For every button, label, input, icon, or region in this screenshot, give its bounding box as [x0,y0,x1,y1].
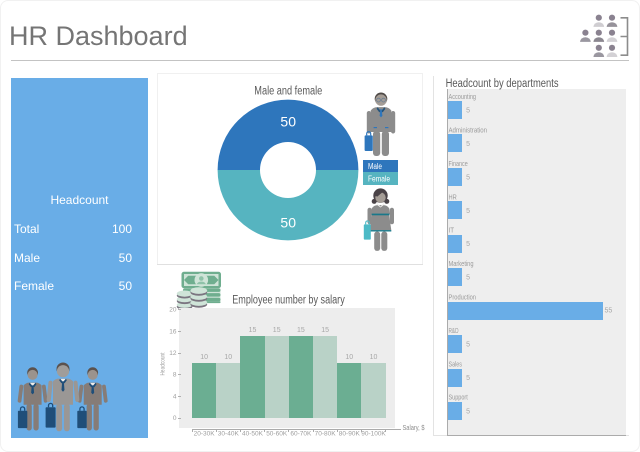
svg-text:5: 5 [466,141,470,148]
svg-text:15: 15 [321,327,329,334]
svg-text:20: 20 [169,307,177,314]
svg-text:50-60K: 50-60K [266,430,288,437]
svg-text:Marketing: Marketing [449,259,474,268]
svg-text:10: 10 [200,354,208,361]
svg-text:Employee number by salary: Employee number by salary [232,294,345,306]
svg-text:5: 5 [466,375,470,382]
svg-text:Salary, $: Salary, $ [403,423,425,432]
svg-text:Accounting: Accounting [449,92,477,101]
svg-text:5: 5 [466,208,470,215]
svg-text:HR: HR [449,192,458,201]
svg-text:30-40K: 30-40K [218,430,240,437]
svg-text:55: 55 [605,308,613,315]
svg-text:10: 10 [345,354,353,361]
svg-text:Male and female: Male and female [254,85,322,97]
svg-text:15: 15 [249,327,257,334]
svg-text:40-50K: 40-50K [242,430,264,437]
svg-text:15: 15 [273,327,281,334]
svg-text:15: 15 [297,327,305,334]
svg-text:Finance: Finance [449,159,468,168]
svg-text:20-30K: 20-30K [194,430,216,437]
svg-text:Headcount by departments: Headcount by departments [446,78,559,90]
svg-text:Female: Female [368,174,390,183]
svg-text:Sales: Sales [449,359,463,368]
svg-text:12: 12 [169,350,177,357]
svg-text:10: 10 [224,354,232,361]
svg-text:Support: Support [449,393,469,402]
svg-text:80-90K: 80-90K [339,430,361,437]
svg-text:5: 5 [466,342,470,349]
svg-text:8: 8 [173,372,177,379]
svg-text:70-80K: 70-80K [315,430,337,437]
svg-text:Administration: Administration [449,126,488,135]
svg-text:Male: Male [368,162,382,171]
svg-text:4: 4 [173,393,177,400]
svg-text:5: 5 [466,275,470,282]
svg-text:0: 0 [173,415,177,422]
svg-text:IT: IT [449,226,455,235]
svg-text:Headcount: Headcount [160,352,167,375]
svg-text:5: 5 [466,408,470,415]
svg-text:60-70K: 60-70K [290,430,312,437]
svg-text:5: 5 [466,241,470,248]
svg-text:5: 5 [466,107,470,114]
svg-text:50: 50 [280,215,296,231]
svg-text:10: 10 [370,354,378,361]
svg-text:5: 5 [466,174,470,181]
svg-text:16: 16 [169,328,177,335]
svg-text:50: 50 [280,114,296,130]
svg-text:R&D: R&D [449,326,459,335]
svg-text:90-100K: 90-100K [361,430,386,437]
svg-text:Production: Production [449,293,477,302]
